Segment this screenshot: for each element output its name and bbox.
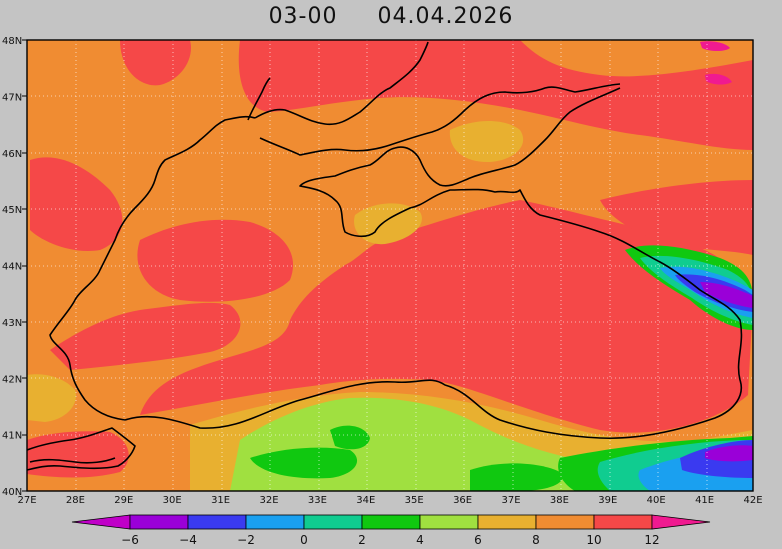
lon-label: 39E [598,495,617,506]
colorbar-bin [187,514,247,530]
lat-label: 48N [2,36,22,47]
field-red-sea [140,200,753,433]
lon-label: 42E [743,495,762,506]
lat-label: 41N [2,431,22,442]
field-red-center [137,219,294,302]
field-red-west [50,302,241,370]
colorbar-bin [303,514,363,530]
field-magenta-2 [705,73,732,85]
lat-label: 42N [2,374,22,385]
lat-label: 47N [2,92,22,103]
colorbar-bins [129,514,653,530]
colorbar-tick-label: 10 [586,533,601,547]
lon-label: 33E [308,495,327,506]
field-lightorange-azov [449,121,524,163]
lon-label: 28E [66,495,85,506]
field-red-se-land [600,180,753,255]
map-grid [27,40,753,491]
title-time: 03-00 [268,4,338,29]
field-lightorange-sw [27,374,76,422]
lon-label: 27E [17,495,36,506]
lon-label: 31E [211,495,230,506]
axis-ticks [22,39,27,492]
colorbar-bin [593,514,653,530]
field-red-northwest [120,40,191,86]
lon-label: 35E [405,495,424,506]
lon-label: 30E [163,495,182,506]
lon-label: 41E [695,495,714,506]
colorbar-bin [245,514,305,530]
colorbar-tick-label: 6 [474,533,482,547]
title-date: 04.04.2026 [377,4,514,29]
field-green-south-2 [330,425,370,450]
latitude-labels: 48N 47N 46N 45N 44N 43N 42N 41N 40N [2,36,22,498]
colorbar-tick-label: 4 [416,533,424,547]
map-title: 03-00 04.04.2026 [0,4,782,29]
lat-label: 45N [2,205,22,216]
colorbar-tick-label: −6 [121,533,139,547]
field-red-north [238,40,753,150]
colorbar-labels: −6 −4 −2 0 2 4 6 8 10 12 [121,533,659,547]
colorbar-tick-label: 12 [644,533,659,547]
longitude-labels: 27E 28E 29E 30E 31E 32E 33E 34E 35E 36E 37E 38E 39E 4… [17,495,762,506]
colorbar-tick-label: −2 [237,533,255,547]
field-purple-southeast [705,445,753,462]
colorbar-tick-label: 8 [532,533,540,547]
coastline [27,41,743,471]
colorbar-bin [361,514,421,530]
lat-label: 40N [2,487,22,498]
colorbar-tick-label: 0 [300,533,308,547]
lat-label: 43N [2,318,22,329]
field-green-south-3 [470,463,563,491]
colorbar-bin [419,514,479,530]
colorbar-tick-label: 2 [358,533,366,547]
lon-label: 29E [114,495,133,506]
map-plot-area [27,40,753,491]
colorbar-over-arrow [651,514,711,530]
lon-label: 40E [647,495,666,506]
colorbar-bin [477,514,537,530]
lon-label: 32E [259,495,278,506]
colorbar-bin [129,514,189,530]
lon-label: 38E [550,495,569,506]
colorbar-under-arrow [71,514,131,530]
colorbar: −6 −4 −2 0 2 4 6 8 10 12 [71,514,711,547]
lon-label: 36E [453,495,472,506]
field-green-south-1 [250,447,358,479]
lat-label: 46N [2,149,22,160]
field-purple-east [700,282,753,308]
colorbar-bin [535,514,595,530]
field-magenta-1 [700,41,730,51]
lat-label: 44N [2,262,22,273]
lon-label: 37E [501,495,520,506]
lon-label: 34E [356,495,375,506]
colorbar-tick-label: −4 [179,533,197,547]
